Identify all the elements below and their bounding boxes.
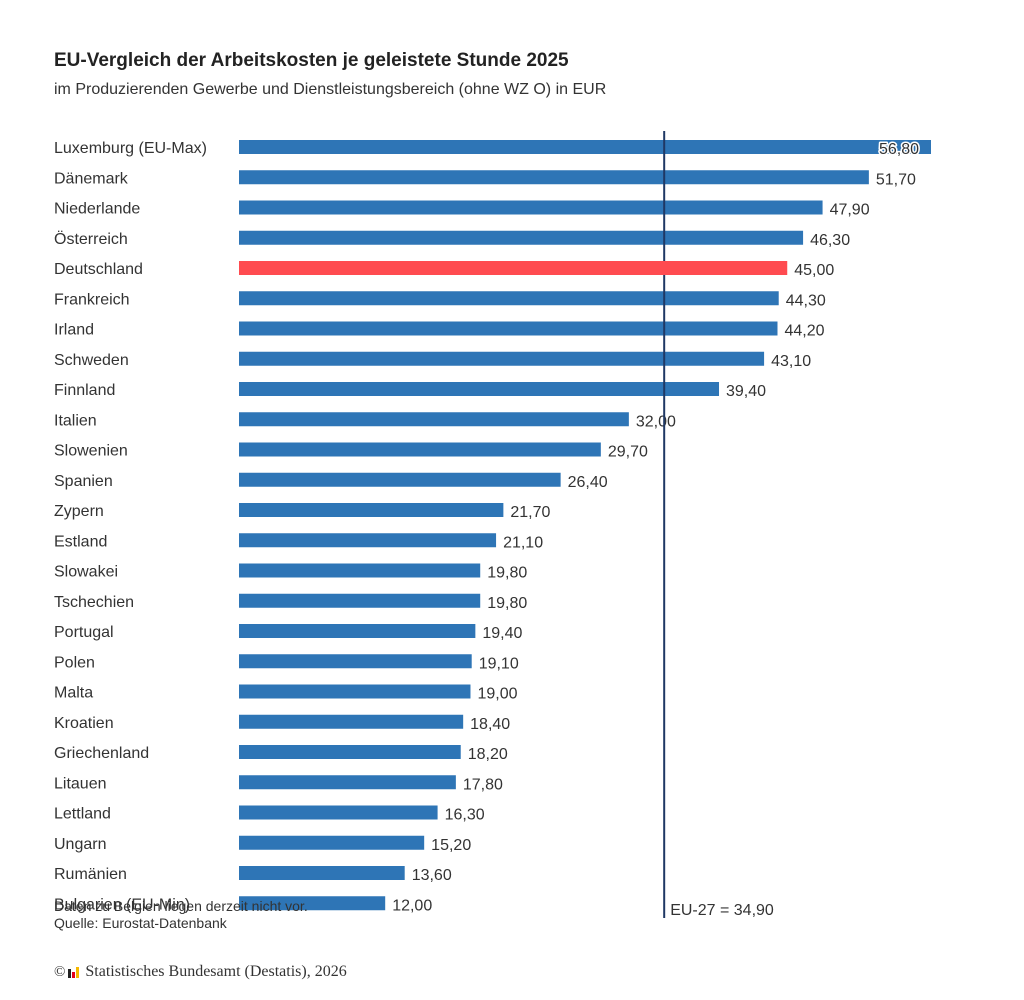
eu27-reference-label: EU-27 = 34,90 [670, 902, 774, 919]
bar-4 [239, 261, 788, 275]
value-label: 44,30 [786, 292, 826, 309]
bar-16 [239, 624, 476, 638]
bar-5 [239, 291, 779, 306]
value-label: 43,10 [771, 353, 811, 370]
value-label: 19,80 [487, 595, 527, 612]
category-label: Frankreich [54, 291, 130, 308]
category-label: Polen [54, 654, 95, 671]
value-label: 46,30 [810, 232, 850, 249]
bar-6 [239, 321, 778, 336]
category-label: Bulgarien (EU-Min) [54, 896, 190, 913]
value-label: 39,40 [726, 383, 766, 400]
bar-10 [239, 442, 601, 457]
category-label: Italien [54, 412, 97, 429]
value-label: 21,70 [510, 504, 550, 521]
category-label: Spanien [54, 473, 113, 490]
category-label: Malta [54, 685, 93, 702]
category-label: Österreich [54, 230, 128, 248]
bar-20 [239, 745, 461, 759]
value-label: 19,40 [482, 625, 522, 642]
footer: © Statistisches Bundesamt (Destatis), 20… [54, 963, 347, 981]
value-label: 18,20 [468, 746, 508, 763]
bar-3 [239, 230, 804, 245]
value-label: 19,80 [487, 565, 527, 582]
category-label: Dänemark [54, 170, 129, 187]
category-label: Deutschland [54, 261, 143, 278]
value-label: 51,70 [876, 171, 916, 188]
category-label: Ungarn [54, 836, 106, 853]
bar-15 [239, 593, 481, 608]
bar-7 [239, 351, 765, 366]
bar-9 [239, 412, 629, 427]
value-label: 21,10 [503, 534, 543, 551]
value-label: 29,70 [608, 444, 648, 461]
copyright-symbol: © [54, 963, 66, 980]
value-label: 19,00 [477, 686, 517, 703]
bar-22 [239, 805, 438, 820]
value-label: 47,90 [830, 202, 870, 219]
bar-17 [239, 654, 472, 669]
bar-21 [239, 775, 456, 790]
value-label: 12,00 [392, 897, 432, 914]
value-label: 44,20 [784, 323, 824, 340]
value-label: 56,80 [879, 141, 919, 158]
bar-12 [239, 503, 504, 517]
category-label: Litauen [54, 775, 107, 792]
value-label: 45,00 [794, 262, 834, 279]
bar-0 [239, 140, 931, 154]
category-label: Finnland [54, 382, 115, 399]
category-label: Slowenien [54, 443, 128, 460]
source-note: Quelle: Eurostat-Datenbank [54, 915, 227, 931]
value-label: 16,30 [445, 807, 485, 824]
category-label: Kroatien [54, 715, 114, 732]
category-label: Irland [54, 322, 94, 339]
category-label: Luxemburg (EU-Max) [54, 140, 207, 157]
value-label: 13,60 [412, 867, 452, 884]
bar-23 [239, 835, 425, 850]
category-label: Lettland [54, 806, 111, 823]
category-label: Zypern [54, 503, 104, 520]
bar-11 [239, 472, 561, 487]
category-label: Schweden [54, 352, 129, 369]
bar-18 [239, 684, 471, 699]
bar-14 [239, 563, 481, 578]
value-label: 17,80 [463, 776, 503, 793]
labels-layer: Luxemburg (EU-Max) 56,80 Dänemark 51,70 Nied… [54, 140, 921, 915]
footer-text: Statistisches Bundesamt (Destatis), 2026 [85, 963, 347, 980]
missing-data-note: Daten zu Belgien liegen derzeit nicht vo… [54, 898, 308, 914]
bar-8 [239, 382, 720, 396]
bar-25 [239, 896, 386, 911]
category-label: Griechenland [54, 745, 149, 762]
value-label: 15,20 [431, 837, 471, 854]
chart-title: EU-Vergleich der Arbeitskosten je geleis… [54, 50, 569, 71]
bar-1 [239, 170, 869, 185]
category-label: Rumänien [54, 866, 127, 883]
category-label: Estland [54, 533, 107, 550]
bars-layer [239, 140, 931, 911]
chart-subtitle: im Produzierenden Gewerbe und Dienstleis… [54, 81, 607, 98]
bar-19 [239, 714, 464, 729]
category-label: Portugal [54, 624, 114, 641]
value-label: 18,40 [470, 716, 510, 733]
category-label: Niederlande [54, 201, 140, 218]
value-label: 19,10 [479, 655, 519, 672]
category-label: Slowakei [54, 564, 118, 581]
destatis-logo-icon [68, 966, 80, 978]
category-label: Tschechien [54, 594, 134, 611]
value-label: 26,40 [568, 474, 608, 491]
value-label: 32,00 [636, 413, 676, 430]
bar-13 [239, 533, 497, 548]
bar-24 [239, 866, 405, 880]
bar-2 [239, 200, 823, 215]
